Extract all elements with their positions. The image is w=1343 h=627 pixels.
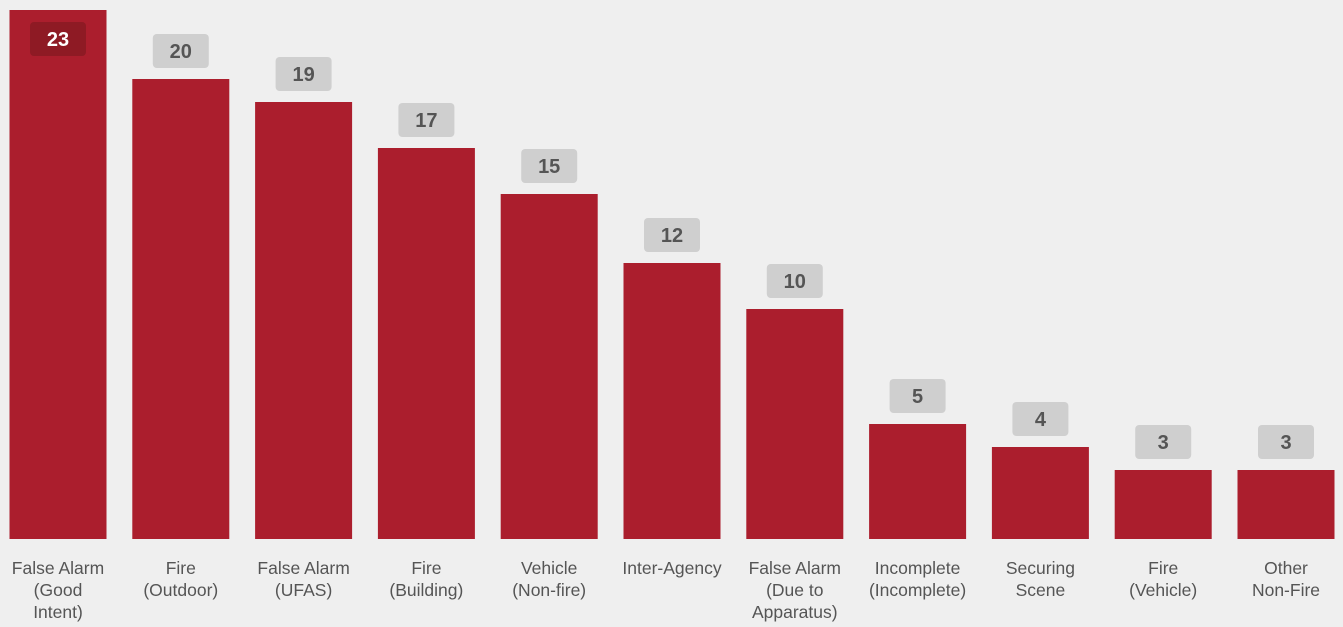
bar: [991, 447, 1089, 539]
data-label-background: [30, 22, 86, 56]
data-label: 4: [1035, 409, 1047, 431]
x-tick-label: (Building): [389, 580, 463, 600]
data-label-background: [521, 149, 578, 183]
x-tick-label: (UFAS): [275, 580, 332, 600]
bar: [377, 148, 475, 539]
bar: [255, 102, 353, 539]
x-tick-label: Fire: [411, 558, 441, 578]
data-label: 15: [538, 156, 560, 178]
x-tick-label: Other: [1264, 558, 1308, 578]
data-label-background: [1012, 402, 1069, 436]
bar: [746, 309, 844, 539]
x-tick-label: (Vehicle): [1129, 580, 1197, 600]
bar: [500, 194, 598, 539]
data-label: 19: [292, 64, 314, 86]
data-label: 5: [912, 386, 923, 408]
data-label: 20: [170, 41, 192, 63]
data-label: 10: [784, 271, 806, 293]
bar: [869, 424, 967, 539]
x-tick-label: Fire: [166, 558, 196, 578]
x-tick-label: (Good: [34, 580, 83, 600]
data-label-background: [398, 103, 455, 137]
x-tick-label: Scene: [1016, 580, 1066, 600]
data-label: 23: [47, 29, 69, 51]
x-tick-label: Non-Fire: [1252, 580, 1320, 600]
data-label-background: [275, 57, 332, 91]
data-label: 17: [415, 110, 437, 132]
data-label-background: [1258, 425, 1314, 459]
bar: [1237, 470, 1335, 539]
x-tick-label: (Due to: [766, 580, 823, 600]
data-label: 3: [1280, 432, 1291, 454]
x-tick-label: Vehicle: [521, 558, 577, 578]
x-tick-label: Securing: [1006, 558, 1075, 578]
bar: [9, 10, 107, 539]
x-tick-label: False Alarm: [257, 558, 349, 578]
data-label-background: [644, 218, 700, 252]
bar: [1114, 470, 1212, 539]
x-tick-label: Apparatus): [752, 602, 838, 622]
x-tick-label: Intent): [33, 602, 83, 622]
x-tick-label: Incomplete: [875, 558, 961, 578]
x-tick-label: Inter-Agency: [622, 558, 721, 578]
bar: [623, 263, 721, 539]
x-tick-label: Fire: [1148, 558, 1178, 578]
data-label-background: [766, 264, 823, 298]
x-tick-label: (Outdoor): [143, 580, 218, 600]
x-tick-label: False Alarm: [12, 558, 104, 578]
data-label: 3: [1158, 432, 1169, 454]
data-label-background: [1135, 425, 1192, 459]
data-label-background: [152, 34, 209, 68]
x-tick-label: (Incomplete): [869, 580, 966, 600]
x-tick-label: False Alarm: [749, 558, 841, 578]
x-tick-label: (Non-fire): [512, 580, 586, 600]
bar: [132, 79, 230, 539]
data-label-background: [889, 379, 946, 413]
data-label: 12: [661, 225, 683, 247]
